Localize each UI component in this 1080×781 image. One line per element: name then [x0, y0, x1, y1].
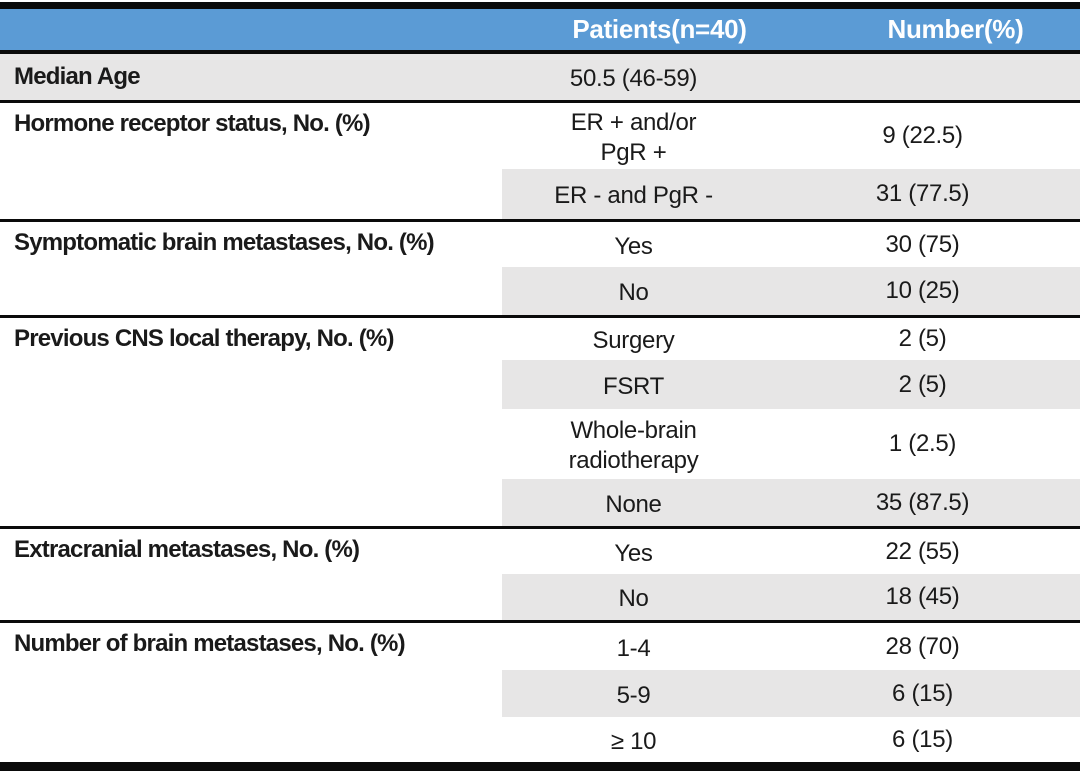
number-cell: 30 (75) — [885, 230, 960, 258]
patients-cell: FSRT — [602, 372, 665, 400]
section-hormone-receptor-status: Hormone receptor status, No. (%) ER + an… — [0, 103, 1080, 219]
table-row: Yes 22 (55) — [502, 529, 1080, 574]
table-row: 1-4 28 (70) — [502, 623, 1080, 670]
section-extracranial-metastases: Extracranial metastases, No. (%) Yes 22 … — [0, 529, 1080, 620]
table-top-border — [0, 2, 1080, 9]
number-cell: 18 (45) — [885, 583, 960, 610]
patients-cell: No — [618, 585, 649, 612]
number-cell: 1 (2.5) — [888, 430, 957, 457]
table-row: Surgery 2 (5) — [502, 318, 1080, 360]
patients-cell: ER - and PgR - — [554, 182, 713, 209]
section-symptomatic-brain-metastases: Symptomatic brain metastases, No. (%) Ye… — [0, 222, 1080, 315]
section-median-age: Median Age 50.5 (46-59) — [0, 54, 1080, 100]
row-label-extracranial-metastases: Extracranial metastases, No. (%) — [14, 536, 360, 563]
patients-cell: 1-4 — [616, 634, 651, 662]
section-previous-cns-local-therapy: Previous CNS local therapy, No. (%) Surg… — [0, 318, 1080, 526]
table-row: Whole-brain radiotherapy 1 (2.5) — [502, 409, 1080, 479]
row-label-hormone-receptor-status: Hormone receptor status, No. (%) — [14, 110, 371, 137]
column-header-number: Number(%) — [887, 14, 1024, 44]
patients-cell: ≥ 10 — [610, 727, 657, 755]
table-bottom-border — [0, 762, 1080, 771]
patients-cell: ER + and/or PgR + — [570, 109, 697, 166]
table-row: Yes 30 (75) — [502, 222, 1080, 267]
row-label-previous-cns-local-therapy: Previous CNS local therapy, No. (%) — [14, 325, 394, 352]
number-cell: 22 (55) — [885, 537, 960, 565]
top-margin — [0, 0, 1080, 2]
row-label-number-of-brain-metastases: Number of brain metastases, No. (%) — [14, 630, 406, 657]
table-row: No 18 (45) — [502, 574, 1080, 620]
number-cell: 10 (25) — [885, 277, 960, 304]
row-label-median-age: Median Age — [14, 62, 141, 90]
table-row: No 10 (25) — [502, 267, 1080, 315]
patients-cell: 50.5 (46-59) — [569, 65, 698, 92]
section-separator-line — [0, 219, 1080, 222]
patients-cell: Yes — [614, 539, 653, 567]
section-number-of-brain-metastases: Number of brain metastases, No. (%) 1-4 … — [0, 623, 1080, 762]
patients-cell: Surgery — [592, 327, 675, 354]
number-cell: 2 (5) — [898, 370, 947, 398]
header-separator-line — [0, 50, 1080, 54]
number-cell: 28 (70) — [885, 632, 960, 660]
section-separator-line — [0, 526, 1080, 529]
number-cell: 31 (77.5) — [875, 180, 970, 207]
number-cell: 6 (15) — [892, 725, 953, 753]
row-label-symptomatic-brain-metastases: Symptomatic brain metastases, No. (%) — [14, 229, 435, 256]
table-row: 50.5 (46-59) — [502, 54, 1080, 100]
patients-cell: Yes — [614, 232, 653, 260]
patients-cell: Whole-brain radiotherapy — [568, 417, 699, 474]
section-separator-line — [0, 620, 1080, 623]
table-row: None 35 (87.5) — [502, 479, 1080, 526]
number-cell: 6 (15) — [892, 679, 953, 707]
section-separator-line — [0, 100, 1080, 103]
table-row: ER - and PgR - 31 (77.5) — [502, 169, 1080, 219]
table-header-row: Patients(n=40) Number(%) — [0, 9, 1080, 50]
table-row: ≥ 10 6 (15) — [502, 717, 1080, 762]
number-cell — [765, 54, 1080, 100]
number-cell: 35 (87.5) — [875, 488, 970, 516]
column-header-patients: Patients(n=40) — [572, 14, 747, 44]
number-cell: 9 (22.5) — [882, 122, 963, 149]
table-row: FSRT 2 (5) — [502, 360, 1080, 409]
patients-cell: 5-9 — [616, 681, 651, 709]
patients-cell: No — [618, 279, 649, 306]
patients-cell: None — [605, 490, 662, 518]
table-row: 5-9 6 (15) — [502, 670, 1080, 717]
number-cell: 2 (5) — [898, 325, 947, 352]
table-row: ER + and/or PgR + 9 (22.5) — [502, 103, 1080, 169]
section-separator-line — [0, 315, 1080, 318]
